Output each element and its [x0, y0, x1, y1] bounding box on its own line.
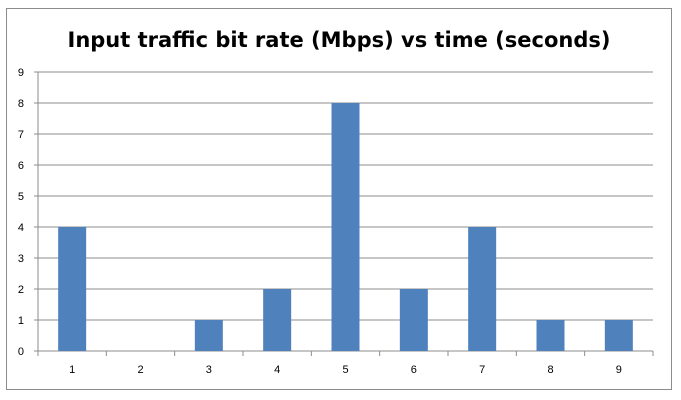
x-tick-label: 8 — [547, 364, 553, 376]
bar — [263, 289, 292, 351]
bar — [468, 227, 497, 351]
y-tick-label: 0 — [18, 346, 24, 358]
y-tick-label: 9 — [18, 67, 24, 79]
bar — [58, 227, 87, 351]
y-tick-label: 7 — [18, 129, 24, 141]
y-tick-label: 6 — [18, 160, 24, 172]
bar — [536, 320, 565, 351]
bar — [604, 320, 633, 351]
bar — [331, 103, 360, 351]
bar — [194, 320, 223, 351]
bar — [399, 289, 428, 351]
chart-title: Input traffic bit rate (Mbps) vs time (s… — [67, 28, 611, 52]
x-tick-label: 4 — [274, 364, 280, 376]
y-tick-label: 8 — [18, 98, 24, 110]
x-tick-label: 6 — [411, 364, 417, 376]
y-tick-label: 5 — [18, 191, 24, 203]
x-tick-label: 5 — [342, 364, 348, 376]
x-tick-label: 9 — [616, 364, 622, 376]
x-tick-label: 7 — [479, 364, 485, 376]
y-tick-label: 2 — [18, 284, 24, 296]
y-tick-label: 1 — [18, 315, 24, 327]
y-tick-label: 4 — [18, 222, 24, 234]
x-tick-label: 2 — [137, 364, 143, 376]
y-tick-label: 3 — [18, 253, 24, 265]
x-tick-label: 1 — [69, 364, 75, 376]
x-tick-label: 3 — [206, 364, 212, 376]
